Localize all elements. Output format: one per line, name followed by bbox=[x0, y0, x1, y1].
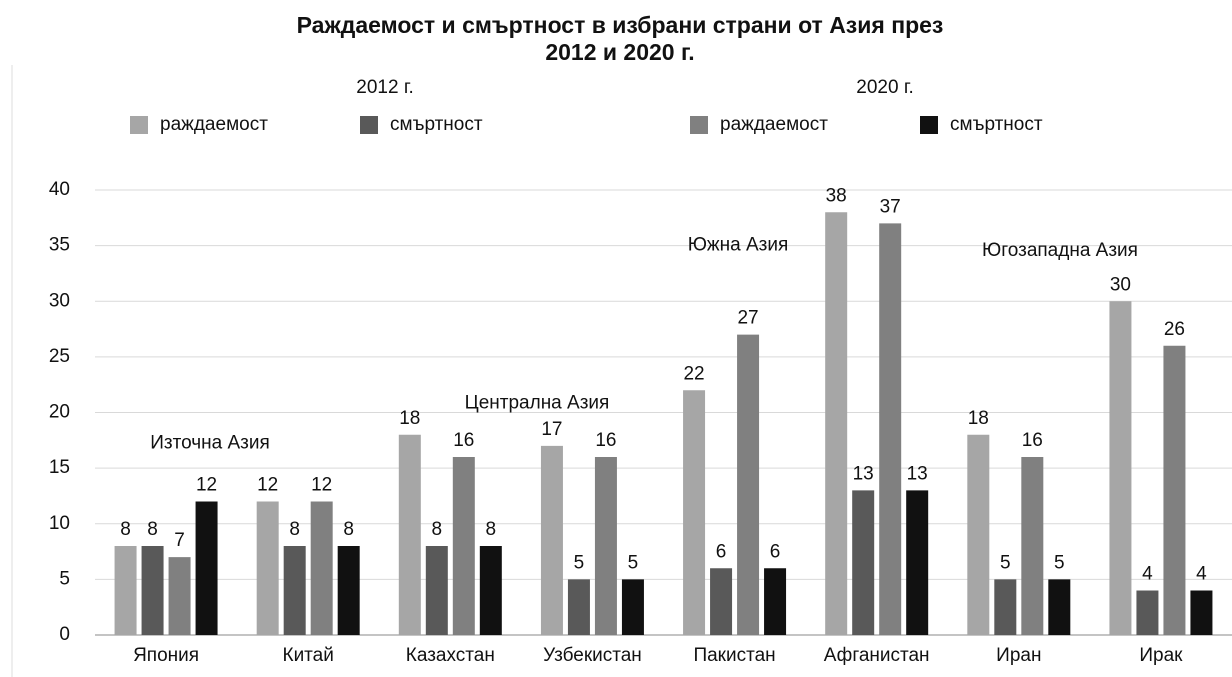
legend-swatch bbox=[690, 116, 708, 134]
bar bbox=[540, 445, 563, 635]
bar bbox=[1163, 345, 1186, 635]
value-label: 38 bbox=[826, 185, 847, 206]
bar bbox=[479, 546, 502, 635]
bar bbox=[852, 490, 875, 635]
x-tick-label: Афганистан bbox=[824, 645, 930, 666]
value-label: 5 bbox=[1000, 552, 1011, 573]
annotation: Югозападна Азия bbox=[982, 240, 1138, 261]
y-tick-label: 20 bbox=[49, 402, 70, 423]
value-label: 12 bbox=[311, 475, 332, 496]
y-tick-label: 30 bbox=[49, 290, 70, 311]
value-label: 16 bbox=[595, 430, 616, 451]
value-label: 18 bbox=[399, 408, 420, 429]
value-label: 8 bbox=[147, 519, 158, 540]
annotation: Южна Азия bbox=[688, 235, 789, 256]
value-label: 26 bbox=[1164, 319, 1185, 340]
value-label: 12 bbox=[196, 475, 217, 496]
bar bbox=[168, 557, 191, 635]
value-label: 5 bbox=[1054, 552, 1065, 573]
x-tick-label: Япония bbox=[133, 645, 199, 666]
value-label: 4 bbox=[1196, 564, 1207, 585]
value-label: 6 bbox=[716, 541, 727, 562]
value-label: 16 bbox=[453, 430, 474, 451]
legend-group-label: 2020 г. bbox=[856, 77, 913, 98]
y-tick-label: 40 bbox=[49, 179, 70, 200]
bar bbox=[1136, 590, 1159, 635]
bar bbox=[195, 501, 218, 635]
bar bbox=[710, 568, 733, 635]
value-label: 8 bbox=[486, 519, 497, 540]
annotation: Централна Азия bbox=[465, 393, 610, 414]
x-tick-label: Иран bbox=[996, 645, 1041, 666]
bar bbox=[737, 334, 760, 635]
annotation: Източна Азия bbox=[150, 433, 270, 454]
bar bbox=[994, 579, 1017, 635]
x-tick-label: Казахстан bbox=[406, 645, 495, 666]
value-label: 4 bbox=[1142, 564, 1153, 585]
value-label: 17 bbox=[541, 419, 562, 440]
x-tick-label: Пакистан bbox=[693, 645, 775, 666]
bar bbox=[906, 490, 929, 635]
legend-swatch bbox=[360, 116, 378, 134]
value-label: 37 bbox=[880, 196, 901, 217]
bar bbox=[337, 546, 360, 635]
bar bbox=[567, 579, 590, 635]
bar bbox=[1048, 579, 1071, 635]
bar bbox=[398, 434, 421, 635]
bar bbox=[967, 434, 990, 635]
bar bbox=[310, 501, 333, 635]
x-tick-label: Китай bbox=[283, 645, 334, 666]
bar bbox=[452, 457, 475, 635]
bar bbox=[764, 568, 787, 635]
value-label: 16 bbox=[1022, 430, 1043, 451]
bar bbox=[683, 390, 706, 635]
y-tick-label: 0 bbox=[59, 624, 70, 645]
y-tick-label: 35 bbox=[49, 235, 70, 256]
bar bbox=[256, 501, 279, 635]
value-label: 8 bbox=[120, 519, 131, 540]
value-label: 6 bbox=[770, 541, 781, 562]
value-label: 7 bbox=[174, 530, 185, 551]
value-label: 13 bbox=[907, 463, 928, 484]
bar bbox=[1190, 590, 1213, 635]
y-tick-label: 15 bbox=[49, 457, 70, 478]
bar bbox=[283, 546, 306, 635]
bar bbox=[621, 579, 644, 635]
x-tick-label: Ирак bbox=[1139, 645, 1183, 666]
legend-label: смъртност bbox=[950, 114, 1043, 135]
value-label: 27 bbox=[737, 308, 758, 329]
y-tick-label: 10 bbox=[49, 513, 70, 534]
legend-group-label: 2012 г. bbox=[356, 77, 413, 98]
value-label: 30 bbox=[1110, 274, 1131, 295]
value-label: 8 bbox=[343, 519, 354, 540]
legend-label: раждаемост bbox=[720, 114, 828, 135]
legend-label: смъртност bbox=[390, 114, 483, 135]
bar bbox=[114, 546, 137, 635]
bar bbox=[1109, 301, 1132, 635]
value-label: 8 bbox=[432, 519, 443, 540]
value-label: 5 bbox=[574, 552, 585, 573]
chart-title: 2012 и 2020 г. bbox=[545, 39, 694, 65]
legend-label: раждаемост bbox=[160, 114, 268, 135]
y-tick-label: 25 bbox=[49, 346, 70, 367]
x-tick-label: Узбекистан bbox=[543, 645, 642, 666]
bar bbox=[141, 546, 164, 635]
legend-swatch bbox=[920, 116, 938, 134]
value-label: 13 bbox=[853, 463, 874, 484]
value-label: 22 bbox=[683, 363, 704, 384]
legend-swatch bbox=[130, 116, 148, 134]
bar bbox=[1021, 457, 1044, 635]
value-label: 18 bbox=[968, 408, 989, 429]
y-tick-label: 5 bbox=[59, 568, 70, 589]
bar bbox=[594, 457, 617, 635]
bar bbox=[425, 546, 448, 635]
bar bbox=[825, 212, 848, 635]
bar bbox=[879, 223, 902, 635]
value-label: 12 bbox=[257, 475, 278, 496]
value-label: 5 bbox=[628, 552, 639, 573]
value-label: 8 bbox=[289, 519, 300, 540]
chart-title: Раждаемост и смъртност в избрани страни … bbox=[297, 12, 944, 38]
